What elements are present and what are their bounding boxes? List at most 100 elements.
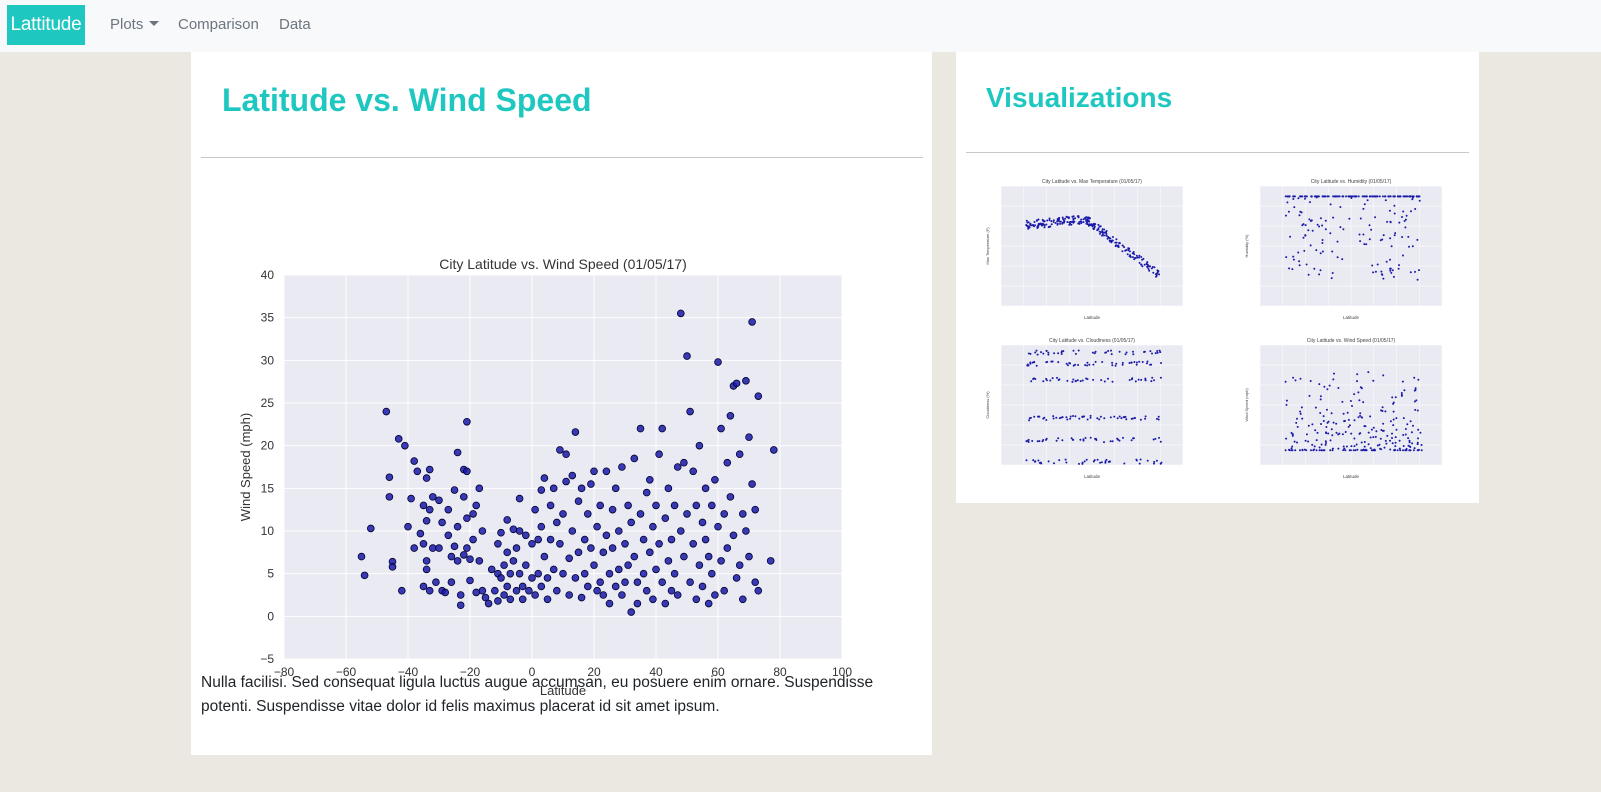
thumb-point bbox=[1120, 417, 1123, 420]
data-point bbox=[549, 565, 558, 574]
data-point bbox=[429, 544, 437, 552]
data-point bbox=[398, 586, 406, 595]
brand-logo[interactable]: Lattitude bbox=[7, 5, 85, 45]
thumb-point bbox=[1363, 441, 1366, 443]
thumb-point bbox=[1079, 380, 1082, 383]
thumb-point bbox=[1391, 442, 1394, 445]
thumb-point bbox=[1083, 460, 1086, 463]
thumbnail-wind-speed[interactable]: City Latitude vs. Wind Speed (01/05/17) … bbox=[1240, 336, 1455, 481]
thumb-point bbox=[1160, 362, 1162, 364]
thumb-point bbox=[1366, 199, 1369, 202]
thumb-point bbox=[1342, 449, 1345, 452]
thumb-point bbox=[1143, 351, 1145, 353]
data-point bbox=[670, 569, 679, 578]
data-point bbox=[667, 535, 676, 544]
thumb-point bbox=[1309, 380, 1312, 382]
thumb-point bbox=[1331, 272, 1334, 274]
thumb-point bbox=[1058, 218, 1060, 221]
thumb-point bbox=[1092, 378, 1095, 381]
data-point bbox=[658, 578, 667, 587]
thumb-point bbox=[1059, 222, 1062, 225]
thumb-point bbox=[1063, 221, 1065, 224]
thumb-title: City Latitude vs. Humidity (01/05/17) bbox=[1311, 179, 1392, 185]
thumb-point bbox=[1292, 376, 1295, 379]
thumb-point bbox=[1394, 396, 1397, 399]
data-point bbox=[478, 527, 487, 535]
y-tick-label: 0 bbox=[267, 609, 274, 623]
data-point bbox=[453, 448, 462, 457]
data-point bbox=[565, 554, 574, 563]
thumb-point bbox=[1033, 460, 1036, 463]
thumb-point bbox=[1036, 440, 1039, 443]
data-point bbox=[571, 428, 580, 436]
thumb-point bbox=[1132, 437, 1135, 440]
data-point bbox=[751, 578, 759, 587]
data-point bbox=[611, 582, 620, 591]
thumb-point bbox=[1028, 417, 1031, 420]
thumb-point bbox=[1398, 439, 1401, 442]
thumb-point bbox=[1363, 445, 1366, 448]
thumb-point bbox=[1417, 195, 1420, 198]
thumb-point bbox=[1025, 219, 1028, 222]
thumb-point bbox=[1052, 221, 1055, 223]
thumb-point bbox=[1084, 437, 1087, 439]
thumb-point bbox=[1088, 217, 1091, 220]
description-text: Nulla facilisi. Sed consequat ligula luc… bbox=[201, 674, 874, 715]
thumb-point bbox=[1079, 438, 1082, 441]
thumb-point bbox=[1304, 195, 1307, 198]
data-point bbox=[596, 501, 605, 510]
thumb-point bbox=[1371, 264, 1374, 267]
thumb-point bbox=[1070, 221, 1073, 223]
thumb-point bbox=[1326, 388, 1329, 391]
thumb-point bbox=[1324, 440, 1327, 443]
data-point bbox=[608, 505, 617, 514]
thumb-point bbox=[1415, 399, 1418, 402]
thumb-point bbox=[1137, 378, 1140, 381]
thumb-point bbox=[1151, 376, 1154, 379]
data-point bbox=[748, 480, 756, 488]
thumb-point bbox=[1299, 210, 1302, 213]
thumb-point bbox=[1054, 222, 1057, 224]
thumb-point bbox=[1402, 210, 1405, 213]
thumb-point bbox=[1337, 433, 1340, 436]
thumb-point bbox=[1414, 408, 1417, 411]
thumb-point bbox=[1341, 400, 1344, 403]
thumb-point bbox=[1101, 230, 1104, 233]
thumb-xlabel: Latitude bbox=[1343, 474, 1360, 479]
thumb-point bbox=[1047, 351, 1050, 354]
thumb-point bbox=[1069, 417, 1072, 420]
thumb-point bbox=[1088, 363, 1091, 366]
thumb-point bbox=[1380, 429, 1383, 431]
thumb-point bbox=[1324, 443, 1327, 446]
thumb-point bbox=[1323, 385, 1326, 388]
data-point bbox=[630, 552, 639, 561]
thumb-point bbox=[1027, 221, 1030, 224]
thumb-point bbox=[1319, 217, 1322, 220]
thumb-point bbox=[1314, 195, 1317, 198]
thumb-point bbox=[1121, 361, 1124, 364]
thumb-point bbox=[1353, 437, 1356, 440]
thumb-point bbox=[1082, 221, 1085, 224]
thumb-point bbox=[1035, 349, 1038, 352]
thumb-point bbox=[1319, 412, 1322, 414]
thumb-point bbox=[1105, 458, 1108, 461]
thumb-point bbox=[1117, 244, 1120, 247]
x-tick-label: 20 bbox=[587, 665, 601, 679]
nav-comparison[interactable]: Comparison bbox=[178, 16, 259, 33]
thumb-point bbox=[1129, 256, 1132, 258]
data-point bbox=[627, 518, 636, 527]
thumb-point bbox=[1303, 249, 1306, 252]
data-point bbox=[742, 527, 750, 535]
thumb-grid bbox=[1259, 344, 1443, 466]
data-point bbox=[425, 505, 434, 514]
nav-plots-dropdown[interactable]: Plots bbox=[110, 16, 160, 33]
thumb-point bbox=[1409, 271, 1412, 274]
thumbnail-max-temperature[interactable]: City Latitude vs. Max Temperature (01/05… bbox=[981, 177, 1196, 322]
nav-data[interactable]: Data bbox=[279, 16, 311, 33]
data-point bbox=[676, 309, 685, 318]
thumb-point bbox=[1318, 449, 1321, 452]
thumb-point bbox=[1350, 445, 1353, 448]
thumbnail-cloudiness[interactable]: City Latitude vs. Cloudiness (01/05/17) … bbox=[981, 336, 1196, 481]
thumbnail-humidity[interactable]: City Latitude vs. Humidity (01/05/17) La… bbox=[1240, 177, 1455, 322]
thumb-point bbox=[1404, 218, 1407, 221]
